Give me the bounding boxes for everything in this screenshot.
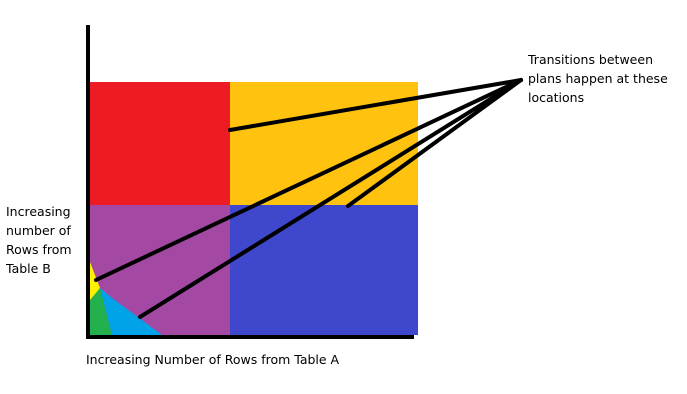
y-axis-label-line: number of xyxy=(6,223,71,238)
x-axis-label: Increasing Number of Rows from Table A xyxy=(86,352,340,367)
region-blue xyxy=(230,205,418,335)
annotation-line: locations xyxy=(528,90,584,105)
pointer-line xyxy=(346,78,523,208)
annotation-line: Transitions between xyxy=(527,52,653,67)
region-cyan xyxy=(100,288,162,335)
pointer-lines xyxy=(94,78,523,319)
pointer-line xyxy=(94,78,523,282)
pointer-line xyxy=(228,78,523,132)
region-red xyxy=(90,82,230,205)
y-axis-label-line: Increasing xyxy=(6,204,71,219)
pointer-line xyxy=(138,78,523,319)
y-axis-label-line: Rows from xyxy=(6,242,72,257)
annotation-line: plans happen at these xyxy=(528,71,668,86)
region-green xyxy=(90,288,112,335)
y-axis-label-line: Table B xyxy=(5,261,51,276)
